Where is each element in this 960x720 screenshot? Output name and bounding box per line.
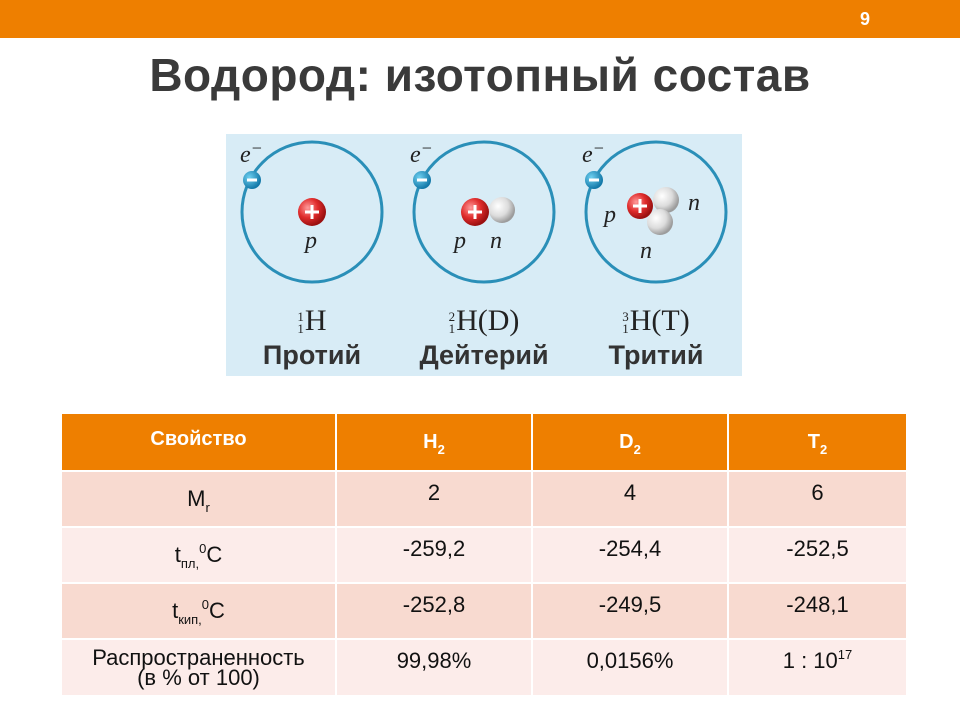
value-cell: 6 [728, 470, 906, 527]
value-cell: 4 [532, 470, 729, 527]
table-row: tкип,0С -252,8 -249,5 -248,1 [62, 582, 906, 639]
isotope-illustration: e− e− e− p p n p n n 1 1H 2 1H(D) 3 1H(T) П… [226, 134, 742, 376]
isotope-name-tritium: Тритий [608, 340, 704, 370]
header-d2: D2 [532, 414, 729, 471]
header-property: Свойство [62, 414, 337, 471]
value-cell: -252,8 [336, 582, 533, 639]
orbit [240, 140, 384, 284]
value-cell: 1 : 1017 [728, 638, 906, 695]
neutron [647, 209, 673, 235]
atom-protium [240, 140, 384, 284]
orbit [412, 140, 556, 284]
minus-icon [589, 178, 599, 182]
header-h2: H2 [336, 414, 533, 471]
particle-label: n [688, 190, 700, 216]
slide-number: 9 [859, 9, 870, 29]
atom-deuterium [412, 140, 556, 284]
plus-icon [310, 205, 314, 219]
property-cell: tпл,0С [62, 526, 337, 583]
electron-label: e− [582, 138, 605, 168]
particle-label: n [490, 228, 502, 254]
table-row: tпл,0С -259,2 -254,4 -252,5 [62, 526, 906, 583]
value-cell: -249,5 [532, 582, 729, 639]
isotope-symbol-tritium: 3 1H(T) [622, 304, 690, 337]
value-cell: -254,4 [532, 526, 729, 583]
atom-tritium [584, 140, 728, 284]
value-cell: -259,2 [336, 526, 533, 583]
table-header-row: Свойство H2 D2 T2 [62, 414, 906, 471]
particle-label: n [640, 238, 652, 264]
property-cell: Mr [62, 470, 337, 527]
atom-diagrams: e− e− e− p p n p n n [240, 138, 728, 284]
top-bar: 9 [0, 0, 960, 38]
property-cell: tкип,0С [62, 582, 337, 639]
isotope-symbol-deuterium: 2 1H(D) [448, 304, 520, 337]
table-row: Распространенность (в % от 100) 99,98% 0,… [62, 638, 906, 695]
isotope-symbol-protium: 1 1H [297, 304, 327, 337]
plus-icon [473, 205, 477, 219]
orbit [584, 140, 728, 284]
minus-icon [417, 178, 427, 182]
value-cell: 99,98% [336, 638, 533, 695]
value-cell: 2 [336, 470, 533, 527]
isotope-name-deuterium: Дейтерий [419, 340, 549, 370]
value-cell: -248,1 [728, 582, 906, 639]
neutron [489, 197, 515, 223]
minus-icon [247, 178, 257, 182]
isotope-name-protium: Протий [262, 340, 362, 370]
particle-label: p [602, 202, 616, 228]
slide-title: Водород: изотопный состав [149, 49, 811, 101]
plus-icon [638, 199, 642, 213]
table-row: Mr 2 4 6 [62, 470, 906, 527]
value-cell: -252,5 [728, 526, 906, 583]
value-cell: 0,0156% [532, 638, 729, 695]
properties-table: Свойство H2 D2 T2 Mr 2 4 6 tпл,0С -259,2… [62, 414, 906, 695]
property-cell: Распространенность (в % от 100) [62, 638, 337, 695]
electron-label: e− [240, 138, 263, 168]
neutron [653, 187, 679, 213]
header-t2: T2 [728, 414, 906, 471]
particle-label: p [303, 228, 317, 254]
particle-label: p [452, 228, 466, 254]
electron-label: e− [410, 138, 433, 168]
